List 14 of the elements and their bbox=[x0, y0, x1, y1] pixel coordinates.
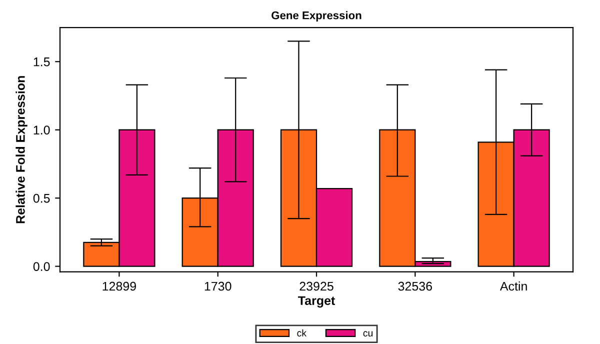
y-tick-label: 0.0 bbox=[33, 262, 50, 271]
x-tick-label: 23925 bbox=[300, 282, 334, 291]
chart-title: Gene Expression bbox=[272, 11, 362, 22]
y-tick-label: 0.5 bbox=[33, 194, 50, 203]
y-tick-label: 1.0 bbox=[34, 126, 50, 135]
x-tick-label: Actin bbox=[500, 281, 527, 291]
legend-label: ck bbox=[297, 329, 307, 336]
x-tick-label: 12899 bbox=[102, 282, 136, 291]
x-tick-label: 32536 bbox=[398, 282, 432, 291]
legend-label: cu bbox=[363, 331, 373, 336]
y-tick-label: 1.5 bbox=[34, 58, 50, 66]
x-axis-title: Target bbox=[298, 296, 335, 308]
x-tick-label: 1730 bbox=[204, 282, 232, 291]
y-axis-title: Relative Fold Expression bbox=[16, 76, 28, 224]
